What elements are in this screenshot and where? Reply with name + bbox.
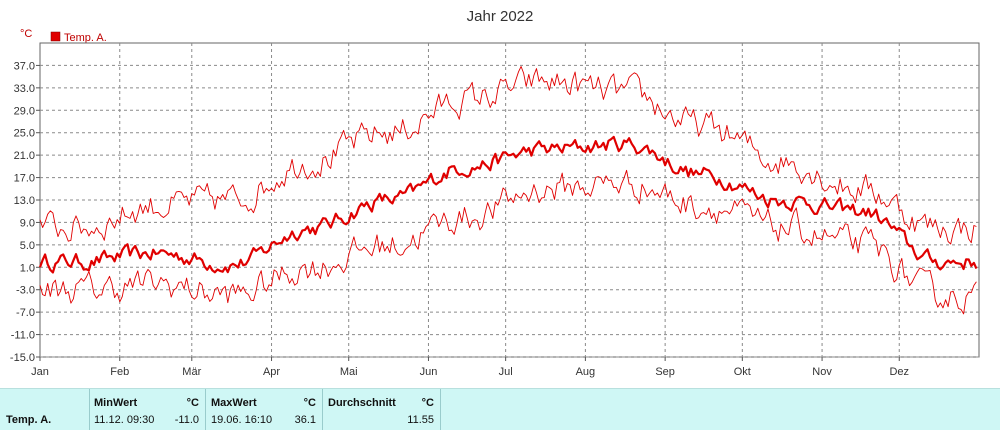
series-lines	[38, 66, 978, 315]
series-line-mean	[38, 135, 978, 274]
series-line-max	[39, 66, 977, 245]
stats-row-label: Temp. A.	[6, 414, 52, 426]
stats-min-cell: MinWert °C 11.12. 09:30 -11.0	[89, 389, 206, 430]
max-header: MaxWert	[211, 397, 257, 409]
temperature-chart: Jahr 2022 °C Temp. A. -15.0 -11.0 -7.0 -3.0…	[10, 8, 980, 378]
y-tick-label: 13.0	[14, 195, 35, 207]
legend-label: Temp. A.	[64, 32, 107, 44]
y-tick-labels: -15.0 -11.0 -7.0 -3.0 1.0 5.0 9.0 13.0 17.0 21.0 2…	[10, 60, 35, 364]
statistics-panel: Temp. A. MinWert °C 11.12. 09:30 -11.0 M…	[0, 388, 1000, 430]
legend-swatch	[50, 31, 61, 42]
min-date: 11.12. 09:30	[94, 414, 155, 426]
x-tick-label: Okt	[734, 366, 751, 378]
y-tick-label: 17.0	[14, 173, 35, 185]
x-tick-label: Feb	[110, 366, 129, 378]
stats-avg-cell: Durchschnitt °C 11.55	[323, 389, 441, 430]
y-tick-label: 9.0	[20, 217, 35, 229]
x-tick-label: Jun	[420, 366, 438, 378]
y-tick-label: 25.0	[14, 128, 35, 140]
min-unit: °C	[186, 397, 199, 409]
max-value: 36.1	[294, 414, 316, 426]
x-tick-label: Dez	[889, 366, 909, 378]
y-tick-label: -3.0	[16, 285, 35, 297]
min-value: -11.0	[174, 414, 199, 426]
y-tick-label: -7.0	[16, 307, 35, 319]
y-tick-label: 33.0	[14, 83, 35, 95]
x-tick-label: Jan	[31, 366, 49, 378]
x-tick-label: Jul	[499, 366, 513, 378]
y-axis-unit: °C	[20, 28, 32, 40]
x-tick-label: Sep	[655, 366, 675, 378]
y-tick-label: 1.0	[20, 262, 35, 274]
stats-max-cell: MaxWert °C 19.06. 16:10 36.1	[206, 389, 323, 430]
x-tick-label: Mai	[340, 366, 358, 378]
avg-unit: °C	[421, 397, 434, 409]
min-header: MinWert	[94, 397, 138, 409]
y-tick-label: 21.0	[14, 150, 35, 162]
x-tick-label: Mär	[182, 366, 201, 378]
max-date: 19.06. 16:10	[211, 414, 273, 426]
y-tick-label: -11.0	[11, 330, 35, 342]
series-line-min	[39, 169, 977, 315]
x-tick-label: Aug	[576, 366, 596, 378]
y-tick-label: 37.0	[14, 60, 35, 72]
chart-title: Jahr 2022	[467, 8, 534, 25]
x-tick-label: Apr	[263, 366, 280, 378]
avg-header: Durchschnitt	[328, 397, 396, 409]
y-tick-label: 29.0	[14, 105, 35, 117]
max-unit: °C	[303, 397, 316, 409]
x-tick-labels: Jan Feb Mär Apr Mai Jun Jul Aug Sep Okt Nov Dez	[31, 366, 909, 378]
y-tick-label: 5.0	[20, 240, 35, 252]
stats-label-cell: Temp. A.	[0, 389, 90, 430]
avg-value: 11.55	[407, 414, 434, 426]
x-tick-label: Nov	[812, 366, 832, 378]
y-tick-label: -15.0	[10, 352, 35, 364]
